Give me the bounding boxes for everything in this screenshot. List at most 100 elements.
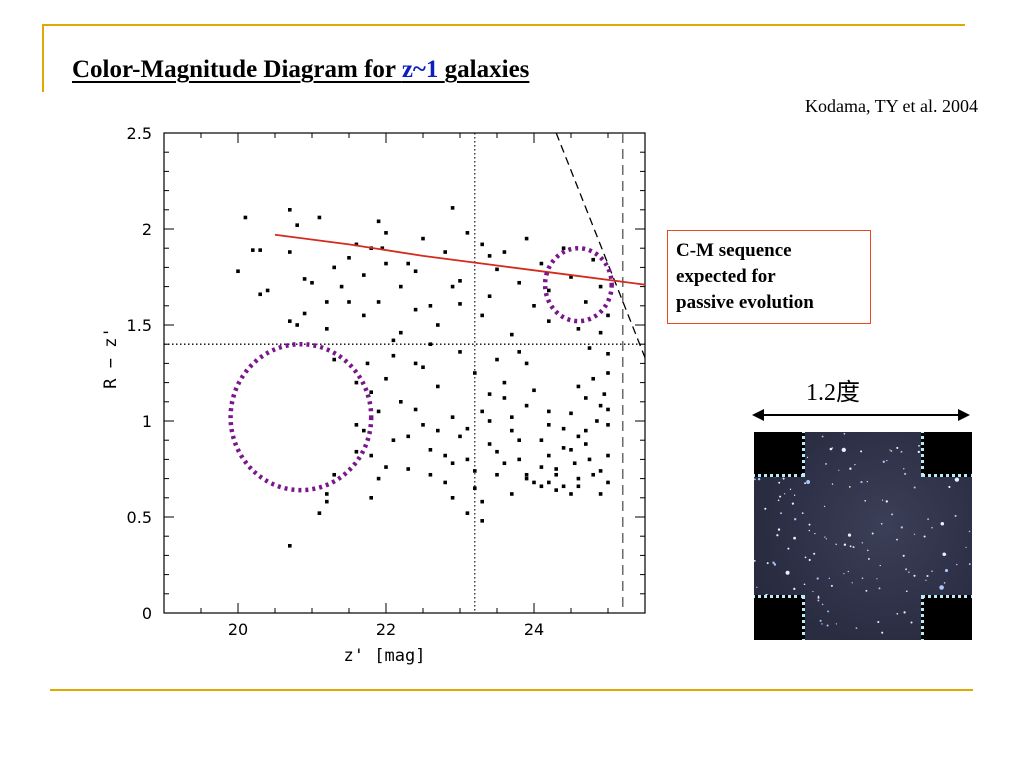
data-point xyxy=(480,409,484,414)
left-rule xyxy=(42,24,44,92)
y-tick-label: 0.5 xyxy=(127,508,152,527)
data-point xyxy=(450,496,455,500)
data-point xyxy=(380,246,385,250)
data-point xyxy=(288,319,292,323)
data-point xyxy=(606,371,610,375)
data-point xyxy=(524,361,529,366)
star xyxy=(968,530,971,533)
data-point xyxy=(569,275,573,279)
data-point xyxy=(598,492,603,496)
color-magnitude-chart: 20 22 24 0 0.5 1 1.5 2 2.5 z' [mag] R − z' xyxy=(101,124,646,666)
data-point xyxy=(365,361,370,366)
star xyxy=(821,623,823,625)
star xyxy=(881,631,884,634)
x-tick-label: 20 xyxy=(228,620,248,639)
star xyxy=(819,619,822,622)
data-point xyxy=(428,472,433,477)
star xyxy=(843,572,845,575)
data-point xyxy=(502,380,507,385)
data-point xyxy=(539,484,544,489)
star xyxy=(801,512,804,514)
star xyxy=(777,499,780,502)
data-point xyxy=(554,467,558,471)
star xyxy=(816,577,819,580)
data-point xyxy=(554,472,558,477)
star xyxy=(900,450,903,453)
callout-line: passive evolution xyxy=(676,292,814,313)
data-point xyxy=(502,250,507,254)
blue-region-ellipse xyxy=(228,341,374,493)
data-point xyxy=(332,265,336,270)
star xyxy=(835,543,838,546)
data-point xyxy=(547,288,551,293)
data-point xyxy=(384,231,388,235)
star xyxy=(861,577,864,580)
star xyxy=(806,480,811,484)
star xyxy=(825,538,828,540)
title-pre: Color-Magnitude Diagram for xyxy=(72,56,402,83)
star xyxy=(808,523,811,526)
star xyxy=(777,528,781,531)
star xyxy=(789,488,792,490)
x-tick-label: 22 xyxy=(376,620,396,639)
data-point xyxy=(421,365,425,370)
star xyxy=(827,610,830,613)
data-point xyxy=(406,467,410,471)
bottom-rule xyxy=(50,689,973,691)
star xyxy=(849,545,852,548)
data-point xyxy=(591,376,595,381)
data-point xyxy=(517,280,521,285)
data-point xyxy=(606,313,610,318)
data-point xyxy=(436,384,440,389)
data-point xyxy=(413,361,418,366)
star xyxy=(831,483,834,485)
data-point xyxy=(288,250,292,254)
callout-line: C-M sequence xyxy=(676,240,792,261)
star xyxy=(848,486,851,488)
star xyxy=(904,472,907,475)
data-point xyxy=(502,461,507,466)
star xyxy=(843,432,846,435)
star xyxy=(773,563,777,566)
data-point xyxy=(295,223,299,227)
star xyxy=(903,611,906,614)
data-point xyxy=(524,476,529,481)
data-point xyxy=(584,428,588,433)
data-point xyxy=(510,415,514,419)
star xyxy=(843,543,847,546)
data-point xyxy=(576,484,581,489)
data-point xyxy=(354,242,359,247)
star xyxy=(830,584,833,587)
data-point xyxy=(561,446,566,450)
data-point xyxy=(598,469,603,473)
y-tick-label: 0 xyxy=(142,604,152,623)
star xyxy=(923,535,926,538)
star xyxy=(793,494,796,496)
star xyxy=(814,532,816,535)
data-point xyxy=(362,273,366,277)
star xyxy=(838,469,840,471)
data-point xyxy=(236,269,240,274)
data-point xyxy=(339,284,344,289)
top-rule xyxy=(42,24,965,26)
data-point xyxy=(547,423,551,427)
star xyxy=(860,450,863,453)
data-point xyxy=(317,511,322,515)
star xyxy=(808,529,810,532)
data-point xyxy=(584,396,588,400)
star xyxy=(824,536,826,538)
data-point xyxy=(421,236,425,241)
star xyxy=(876,578,878,580)
citation: Kodama, TY et al. 2004 xyxy=(805,96,978,116)
star xyxy=(861,542,864,544)
data-point xyxy=(517,438,521,442)
data-point xyxy=(288,208,292,212)
data-point xyxy=(413,407,418,412)
star xyxy=(881,499,884,501)
star xyxy=(965,546,967,549)
star xyxy=(954,514,957,517)
data-point xyxy=(413,307,418,312)
data-point xyxy=(384,261,388,266)
data-point xyxy=(325,327,329,331)
data-point xyxy=(547,480,551,485)
